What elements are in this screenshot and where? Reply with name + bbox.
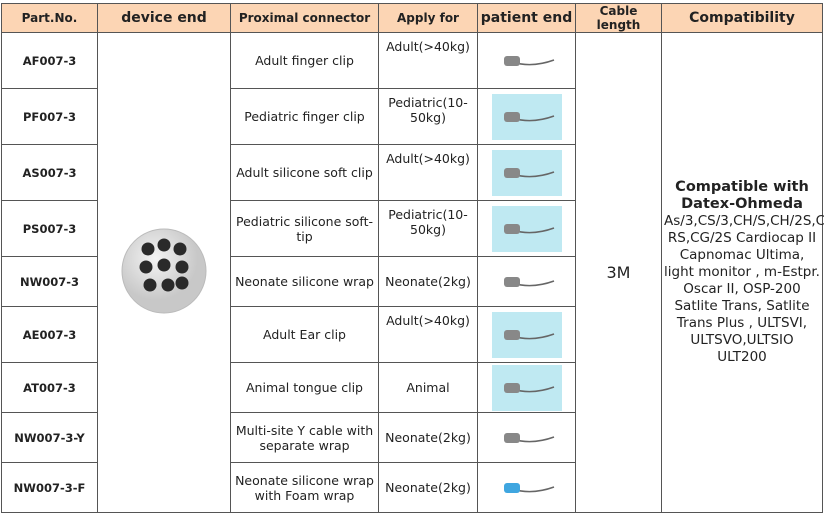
header-part-no: Part.No. — [1, 3, 98, 33]
table-row: NW007-3-Y Multi-site Y cable with separat… — [1, 412, 823, 463]
table-row: PF007-3 Pediatric finger clip Pediatric(10… — [1, 88, 823, 145]
patient-end-cell — [477, 362, 576, 413]
cable-length: 3M — [575, 32, 662, 513]
proximal-connector: Multi-site Y cable with separate wrap — [230, 412, 379, 463]
proximal-connector: Adult finger clip — [230, 32, 379, 89]
part-number: NW007-3-Y — [1, 412, 98, 463]
apply-for: Animal — [378, 362, 478, 413]
proximal-connector: Pediatric silicone soft-tip — [230, 200, 379, 257]
proximal-connector: Adult silicone soft clip — [230, 144, 379, 201]
table-row: AF007-3 Adult finger clip Adult(>40kg) 3M Co… — [1, 32, 824, 513]
finger-clip-sensor-icon — [480, 38, 573, 84]
table-row: PS007-3 Pediatric silicone soft-tip Pediat… — [1, 200, 823, 257]
patient-end-cell — [477, 88, 576, 145]
silicone-clip-sensor-icon — [480, 149, 573, 196]
foam-wrap-sensor-icon — [480, 465, 573, 511]
proximal-connector: Adult Ear clip — [230, 306, 379, 363]
part-number: PS007-3 — [1, 200, 98, 257]
header-device-end: device end — [97, 3, 231, 33]
header-apply-for: Apply for — [378, 3, 478, 33]
header-compatibility: Compatibility — [661, 3, 823, 33]
table-row: AT007-3 Animal tongue clip Animal — [1, 362, 823, 413]
compatibility-models: As/3,CS/3,CH/S,CH/2S,CH-RS,CG/2S Cardioc… — [664, 213, 824, 365]
apply-for: Neonate(2kg) — [378, 256, 478, 307]
ear-clip-sensor-icon — [480, 311, 573, 358]
device-end-cell — [97, 32, 231, 513]
proximal-connector: Animal tongue clip — [230, 362, 379, 413]
compatibility-cell: Compatible with Datex-Ohmeda As/3,CS/3,CH… — [661, 32, 824, 513]
apply-for: Pediatric(10-50kg) — [378, 200, 478, 257]
patient-end-cell — [477, 306, 576, 363]
apply-for: Adult(>40kg) — [378, 306, 478, 363]
patient-end-cell — [477, 462, 576, 513]
proximal-connector: Pediatric finger clip — [230, 88, 379, 145]
patient-end-cell — [477, 200, 576, 257]
part-number: AS007-3 — [1, 144, 98, 201]
apply-for: Adult(>40kg) — [378, 32, 478, 89]
silicone-tip-sensor-icon — [480, 205, 573, 252]
connector-plug-icon — [121, 228, 207, 314]
y-cable-sensor-icon — [480, 415, 573, 461]
pediatric-finger-sensor-icon — [480, 93, 573, 140]
part-number: AE007-3 — [1, 306, 98, 363]
patient-end-cell — [477, 412, 576, 463]
header-proximal-connector: Proximal connector — [230, 3, 379, 33]
header-cable-length: Cable length — [575, 3, 662, 33]
proximal-connector: Neonate silicone wrap — [230, 256, 379, 307]
part-number: NW007-3-F — [1, 462, 98, 513]
header-row: Part.No. device end Proximal connector A… — [1, 3, 823, 33]
compatibility-title: Compatible with Datex-Ohmeda — [675, 179, 809, 212]
table-row: NW007-3 Neonate silicone wrap Neonate(2kg) — [1, 256, 823, 307]
apply-for: Adult(>40kg) — [378, 144, 478, 201]
patient-end-cell — [477, 32, 576, 89]
proximal-connector: Neonate silicone wrap with Foam wrap — [230, 462, 379, 513]
patient-end-cell — [477, 256, 576, 307]
product-table: Part.No. device end Proximal connector A… — [1, 3, 824, 513]
part-number: AF007-3 — [1, 32, 98, 89]
part-number: PF007-3 — [1, 88, 98, 145]
table-row: AS007-3 Adult silicone soft clip Adult(>40… — [1, 144, 823, 201]
apply-for: Pediatric(10-50kg) — [378, 88, 478, 145]
apply-for: Neonate(2kg) — [378, 412, 478, 463]
table-row: AE007-3 Adult Ear clip Adult(>40kg) — [1, 306, 823, 363]
apply-for: Neonate(2kg) — [378, 462, 478, 513]
part-number: NW007-3 — [1, 256, 98, 307]
tongue-clip-sensor-icon — [480, 364, 573, 411]
part-number: AT007-3 — [1, 362, 98, 413]
neonate-wrap-sensor-icon — [480, 259, 573, 305]
patient-end-cell — [477, 144, 576, 201]
header-patient-end: patient end — [477, 3, 576, 33]
